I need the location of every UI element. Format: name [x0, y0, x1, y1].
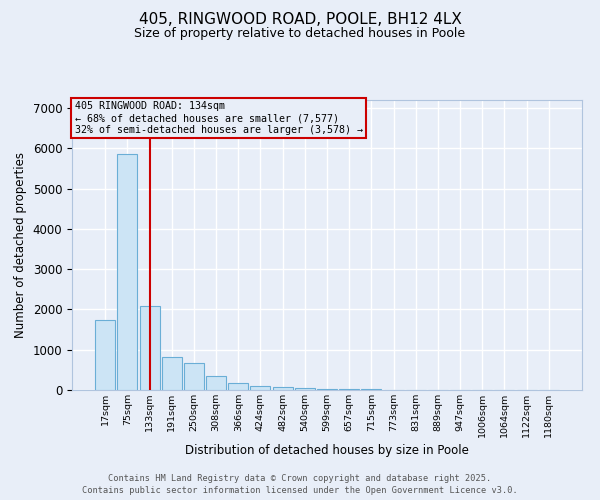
- Bar: [361, 389, 382, 390]
- Y-axis label: Number of detached properties: Number of detached properties: [14, 152, 27, 338]
- Bar: [118, 154, 137, 390]
- Text: 405, RINGWOOD ROAD, POOLE, BH12 4LX: 405, RINGWOOD ROAD, POOLE, BH12 4LX: [139, 12, 461, 28]
- Bar: [272, 387, 293, 390]
- Bar: [206, 376, 226, 390]
- Bar: [228, 382, 248, 390]
- Bar: [184, 362, 204, 390]
- Bar: [140, 306, 160, 390]
- Bar: [162, 357, 182, 390]
- Bar: [250, 386, 271, 390]
- X-axis label: Distribution of detached houses by size in Poole: Distribution of detached houses by size …: [185, 444, 469, 457]
- Text: Contains HM Land Registry data © Crown copyright and database right 2025.
Contai: Contains HM Land Registry data © Crown c…: [82, 474, 518, 495]
- Bar: [95, 320, 115, 390]
- Text: Size of property relative to detached houses in Poole: Size of property relative to detached ho…: [134, 28, 466, 40]
- Text: 405 RINGWOOD ROAD: 134sqm
← 68% of detached houses are smaller (7,577)
32% of se: 405 RINGWOOD ROAD: 134sqm ← 68% of detac…: [74, 102, 362, 134]
- Bar: [317, 388, 337, 390]
- Bar: [339, 389, 359, 390]
- Bar: [295, 388, 315, 390]
